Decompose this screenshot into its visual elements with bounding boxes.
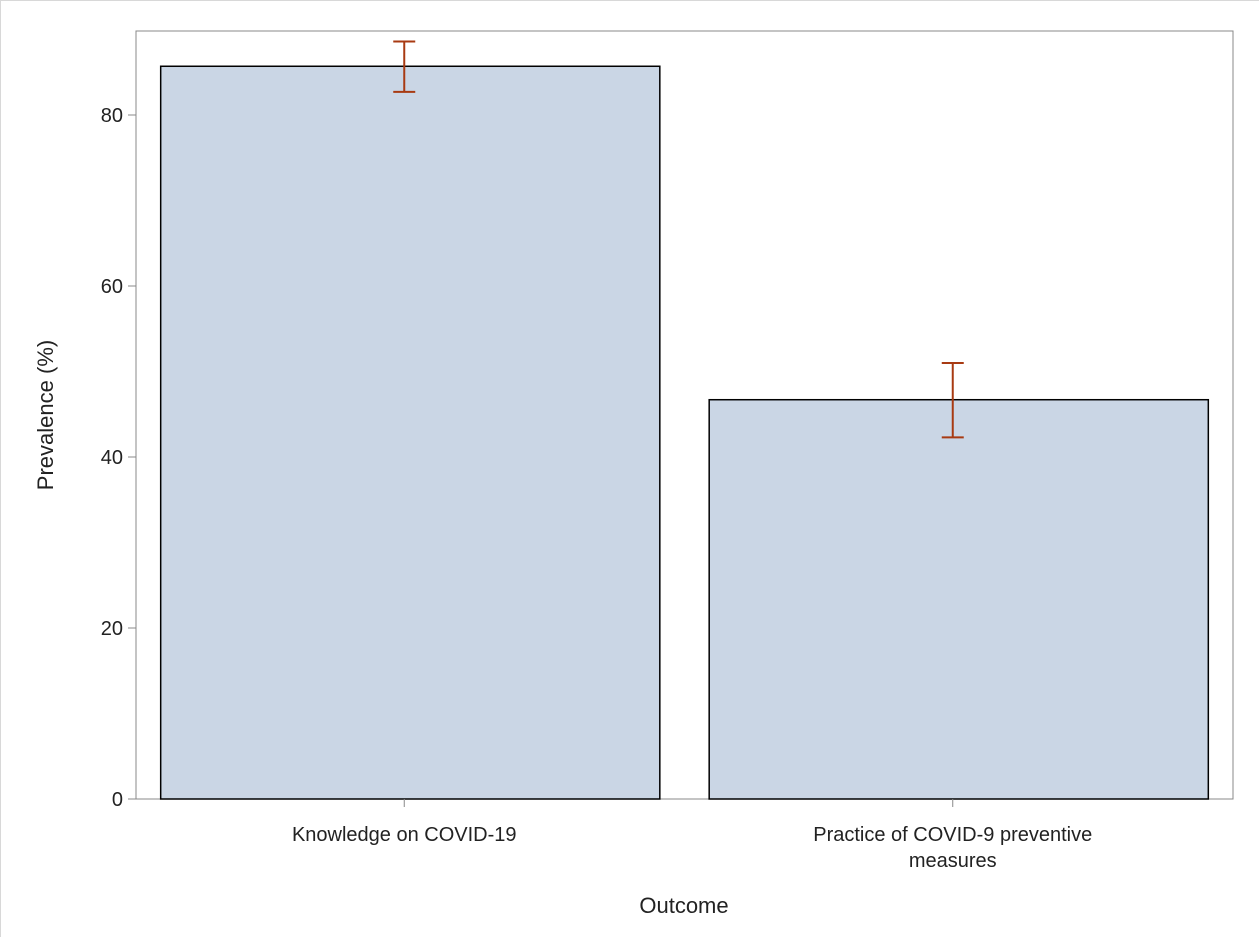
y-tick-label-60: 60 [101, 276, 123, 298]
x-tick-label-2-line-1: Practice of COVID-9 preventive [813, 824, 1092, 846]
x-axis-title: Outcome [639, 893, 728, 918]
y-tick-label-20: 20 [101, 618, 123, 640]
x-tick-label-1: Knowledge on COVID-19 [292, 824, 517, 846]
x-tick-label-2-line-2: measures [909, 850, 997, 872]
bar-2 [708, 398, 1210, 800]
y-tick-label-0: 0 [112, 789, 123, 811]
y-tick-label-80: 80 [101, 105, 123, 127]
bar-1 [159, 65, 661, 800]
y-tick-label-40: 40 [101, 447, 123, 469]
y-axis-title: Prevalence (%) [33, 340, 58, 490]
